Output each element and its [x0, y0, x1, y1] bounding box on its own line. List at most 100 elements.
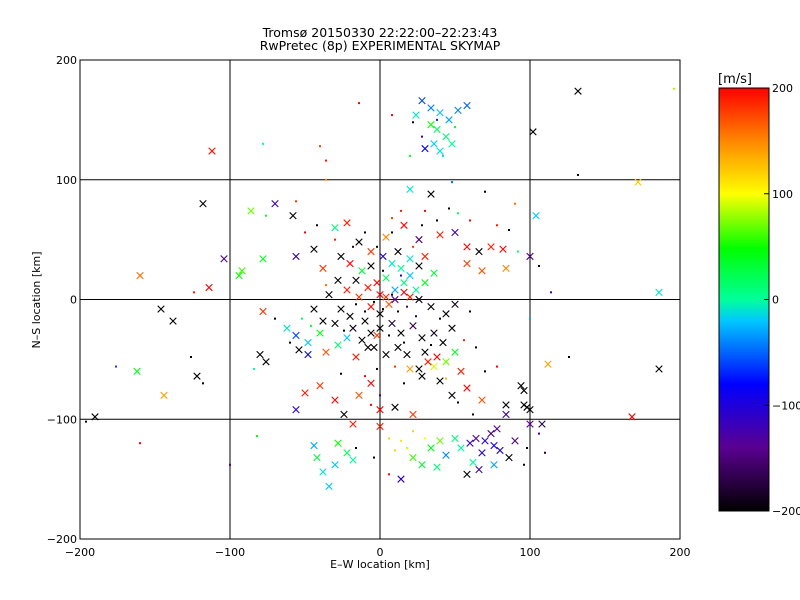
data-point-dot	[334, 238, 336, 241]
data-point-cross	[364, 283, 372, 292]
data-point-cross	[472, 434, 480, 443]
data-point-cross	[406, 185, 414, 194]
data-point-cross	[526, 420, 534, 428]
data-point-cross	[481, 437, 489, 445]
data-point-cross	[379, 252, 387, 261]
data-point-dot	[325, 159, 327, 162]
data-point-cross	[475, 465, 483, 474]
data-point-cross	[475, 247, 483, 256]
data-point-dot	[364, 375, 366, 378]
data-point-cross	[238, 267, 246, 275]
data-point-dot	[550, 291, 552, 294]
data-point-dot	[139, 442, 141, 445]
data-point-cross	[430, 140, 438, 148]
data-point-dot	[436, 219, 438, 222]
data-point-cross	[376, 405, 384, 414]
data-point-cross	[442, 358, 450, 366]
data-point-dot	[445, 377, 447, 380]
data-point-cross	[352, 353, 360, 361]
data-point-cross	[346, 312, 354, 320]
data-point-dot	[538, 264, 540, 267]
data-point-cross	[376, 422, 384, 431]
colorbar-tick-label: −100	[772, 399, 800, 412]
data-point-cross	[370, 343, 378, 352]
data-point-dot	[301, 317, 303, 320]
data-point-dot	[673, 87, 675, 90]
data-point-dot	[394, 449, 396, 452]
data-point-dot	[391, 293, 393, 296]
data-point-cross	[469, 458, 477, 467]
y-tick-label: −100	[47, 413, 77, 426]
data-point-cross	[421, 279, 429, 287]
data-point-dot	[373, 456, 375, 459]
data-point-cross	[409, 410, 417, 419]
data-point-cross	[415, 262, 423, 270]
data-point-cross	[295, 346, 303, 354]
data-point-dot	[517, 250, 519, 253]
data-point-cross	[136, 271, 144, 280]
data-point-cross	[283, 324, 291, 332]
data-point-cross	[133, 367, 141, 376]
data-point-dot	[400, 209, 402, 212]
data-point-dot	[526, 446, 528, 449]
data-point-cross	[418, 334, 426, 342]
data-point-cross	[367, 379, 375, 388]
data-point-cross	[334, 341, 342, 349]
data-point-cross	[310, 305, 318, 313]
data-point-dot	[484, 190, 486, 193]
colorbar-tick-label: 100	[772, 188, 793, 201]
data-point-dot	[442, 154, 444, 157]
data-point-cross	[376, 324, 384, 332]
data-point-cross	[391, 286, 399, 294]
data-point-cross	[517, 382, 525, 390]
data-point-dot	[538, 432, 540, 435]
data-point-cross	[409, 322, 417, 330]
data-point-dot	[85, 420, 87, 423]
colorbar-tick-label: 200	[772, 82, 793, 95]
y-tick-label: −200	[47, 533, 77, 546]
data-point-cross	[412, 286, 420, 294]
gridlines	[80, 60, 680, 539]
data-point-dot	[229, 463, 231, 466]
data-point-dot	[400, 439, 402, 442]
data-point-cross	[415, 365, 423, 373]
data-point-cross	[490, 441, 498, 450]
data-point-dot	[451, 181, 453, 184]
data-point-dot	[376, 245, 378, 248]
data-point-dot	[373, 300, 375, 303]
data-point-dot	[439, 317, 441, 320]
data-point-dot	[406, 446, 408, 449]
data-point-cross	[436, 109, 444, 117]
data-point-cross	[259, 307, 267, 316]
data-point-cross	[271, 200, 279, 208]
data-point-cross	[334, 439, 342, 447]
data-point-dot	[577, 173, 579, 176]
data-point-cross	[463, 384, 471, 392]
data-point-cross	[463, 101, 471, 110]
data-point-dot	[403, 341, 405, 344]
plot-frame	[79, 59, 681, 540]
data-point-cross	[415, 295, 423, 304]
data-point-dot	[289, 341, 291, 344]
data-point-cross	[442, 310, 450, 318]
data-point-dot	[265, 214, 267, 217]
data-point-cross	[259, 255, 267, 263]
data-point-cross	[421, 348, 429, 356]
data-point-cross	[382, 233, 390, 241]
data-point-cross	[373, 279, 381, 287]
data-point-dot	[355, 303, 357, 306]
data-point-cross	[655, 365, 663, 373]
data-point-cross	[451, 348, 459, 356]
data-point-cross	[157, 305, 165, 313]
data-point-cross	[352, 276, 360, 285]
data-point-dot	[325, 178, 327, 181]
data-point-cross	[478, 396, 486, 404]
data-point-dot	[523, 463, 525, 466]
data-point-dot	[352, 245, 354, 248]
data-point-cross	[448, 324, 456, 332]
data-point-dot	[295, 200, 297, 203]
data-point-cross	[334, 276, 342, 285]
data-point-cross	[493, 425, 501, 433]
data-point-cross	[358, 267, 366, 275]
x-tick-label: −100	[215, 546, 245, 559]
